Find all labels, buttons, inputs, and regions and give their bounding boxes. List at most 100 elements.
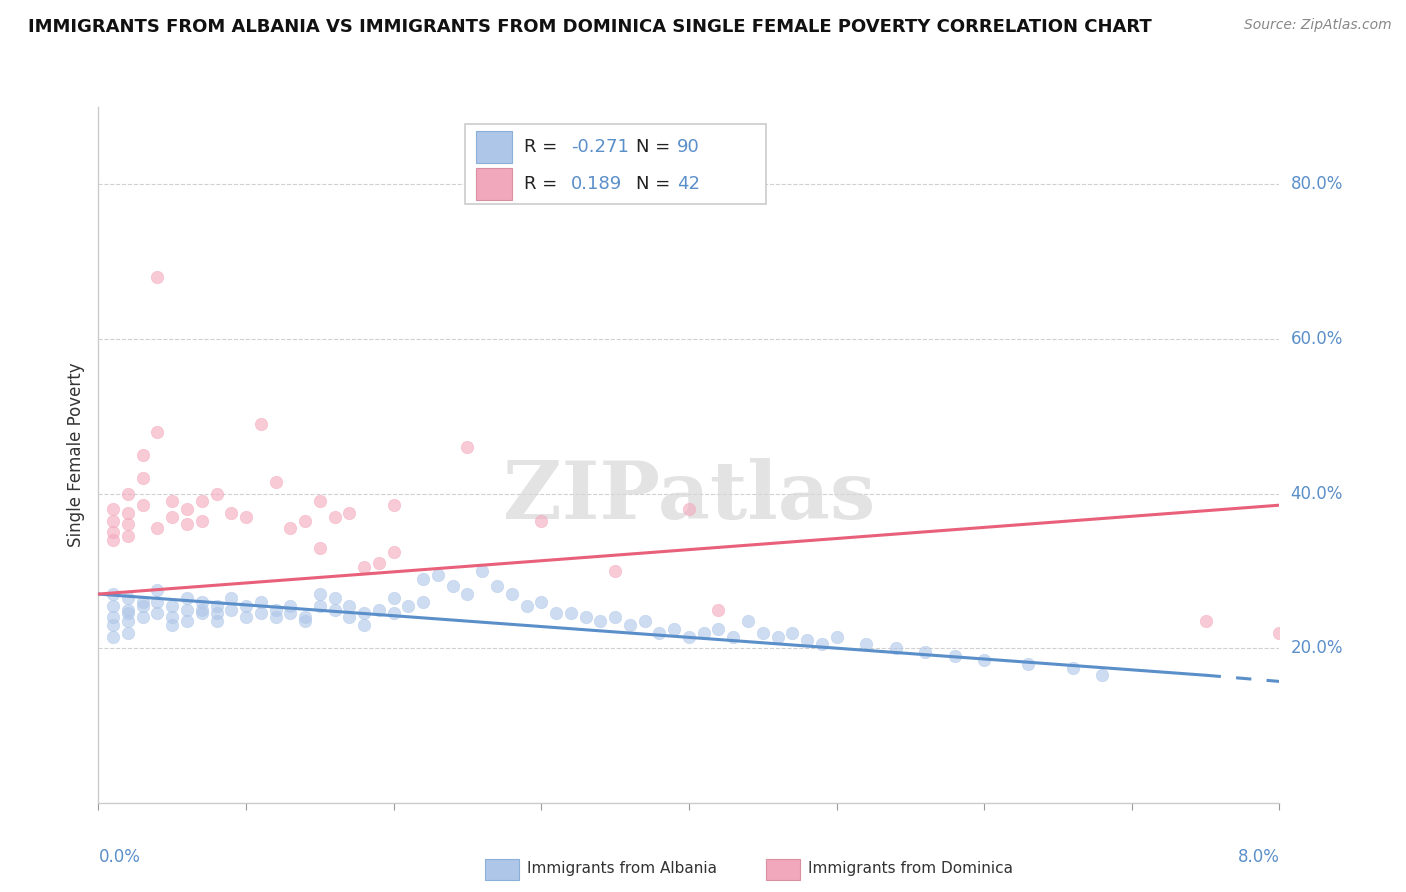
Point xyxy=(176,602,198,616)
Point xyxy=(235,610,257,624)
Point xyxy=(707,622,730,636)
Point xyxy=(117,602,139,616)
Point xyxy=(353,607,375,621)
Point xyxy=(205,486,228,500)
Point xyxy=(1091,668,1114,682)
Point xyxy=(103,533,124,547)
Point xyxy=(103,610,124,624)
Point xyxy=(337,610,360,624)
Point xyxy=(973,653,995,667)
Text: Source: ZipAtlas.com: Source: ZipAtlas.com xyxy=(1244,18,1392,32)
Point xyxy=(146,521,169,535)
FancyBboxPatch shape xyxy=(477,131,512,162)
Point xyxy=(103,618,124,632)
Point xyxy=(294,610,316,624)
Point xyxy=(146,595,169,609)
Text: IMMIGRANTS FROM ALBANIA VS IMMIGRANTS FROM DOMINICA SINGLE FEMALE POVERTY CORREL: IMMIGRANTS FROM ALBANIA VS IMMIGRANTS FR… xyxy=(28,18,1152,36)
Text: R =: R = xyxy=(523,138,562,156)
Point xyxy=(914,645,936,659)
Point xyxy=(278,521,301,535)
Point xyxy=(250,595,273,609)
Point xyxy=(117,625,139,640)
Point xyxy=(278,607,301,621)
Point xyxy=(678,630,700,644)
Point xyxy=(501,587,523,601)
Point xyxy=(855,637,877,651)
Point xyxy=(810,637,832,651)
Point xyxy=(396,599,419,613)
Point xyxy=(323,602,346,616)
Point xyxy=(323,591,346,605)
Point xyxy=(560,607,582,621)
Point xyxy=(132,448,155,462)
Point xyxy=(219,602,242,616)
Text: Immigrants from Dominica: Immigrants from Dominica xyxy=(808,862,1014,876)
Point xyxy=(707,602,730,616)
Text: 0.189: 0.189 xyxy=(571,175,621,193)
Point xyxy=(162,610,183,624)
Point xyxy=(205,614,228,628)
Point xyxy=(721,630,744,644)
Text: 90: 90 xyxy=(678,138,700,156)
Point xyxy=(412,595,434,609)
Point xyxy=(250,417,273,431)
Point xyxy=(176,517,198,532)
Point xyxy=(103,525,124,540)
Point xyxy=(456,440,478,454)
Point xyxy=(132,610,155,624)
Point xyxy=(294,614,316,628)
Point xyxy=(132,599,155,613)
Point xyxy=(117,517,139,532)
Point xyxy=(264,475,287,489)
Point xyxy=(1017,657,1039,671)
Point xyxy=(782,625,804,640)
Point xyxy=(117,607,139,621)
Point xyxy=(1194,614,1216,628)
Point xyxy=(294,514,316,528)
Point xyxy=(633,614,655,628)
Point xyxy=(664,622,686,636)
Point xyxy=(1062,660,1084,674)
Text: 60.0%: 60.0% xyxy=(1291,330,1343,348)
Point xyxy=(191,514,214,528)
Point xyxy=(605,610,627,624)
Point xyxy=(146,583,169,598)
FancyBboxPatch shape xyxy=(477,169,512,200)
Point xyxy=(176,614,198,628)
Point xyxy=(353,560,375,574)
Text: 80.0%: 80.0% xyxy=(1291,176,1343,194)
Point xyxy=(308,587,332,601)
Point xyxy=(191,595,214,609)
Point xyxy=(162,509,183,524)
Point xyxy=(337,506,360,520)
Point xyxy=(382,607,405,621)
Point xyxy=(382,498,405,512)
Point xyxy=(103,514,124,528)
Point xyxy=(648,625,671,640)
Point xyxy=(162,494,183,508)
Point xyxy=(544,607,567,621)
Text: ZIPatlas: ZIPatlas xyxy=(503,458,875,536)
Point xyxy=(117,591,139,605)
Point xyxy=(117,506,139,520)
Point xyxy=(132,498,155,512)
Point xyxy=(530,514,553,528)
Point xyxy=(943,648,966,663)
Point xyxy=(103,587,124,601)
Point xyxy=(278,599,301,613)
Point xyxy=(219,506,242,520)
Point xyxy=(132,471,155,485)
Point xyxy=(308,541,332,555)
Point xyxy=(323,509,346,524)
Point xyxy=(353,618,375,632)
Text: 0.0%: 0.0% xyxy=(98,848,141,866)
Point xyxy=(146,425,169,439)
Point xyxy=(117,614,139,628)
Point xyxy=(766,630,789,644)
Point xyxy=(162,618,183,632)
Text: 8.0%: 8.0% xyxy=(1237,848,1279,866)
Point xyxy=(191,607,214,621)
Point xyxy=(250,607,273,621)
Point xyxy=(264,610,287,624)
Point xyxy=(693,625,716,640)
